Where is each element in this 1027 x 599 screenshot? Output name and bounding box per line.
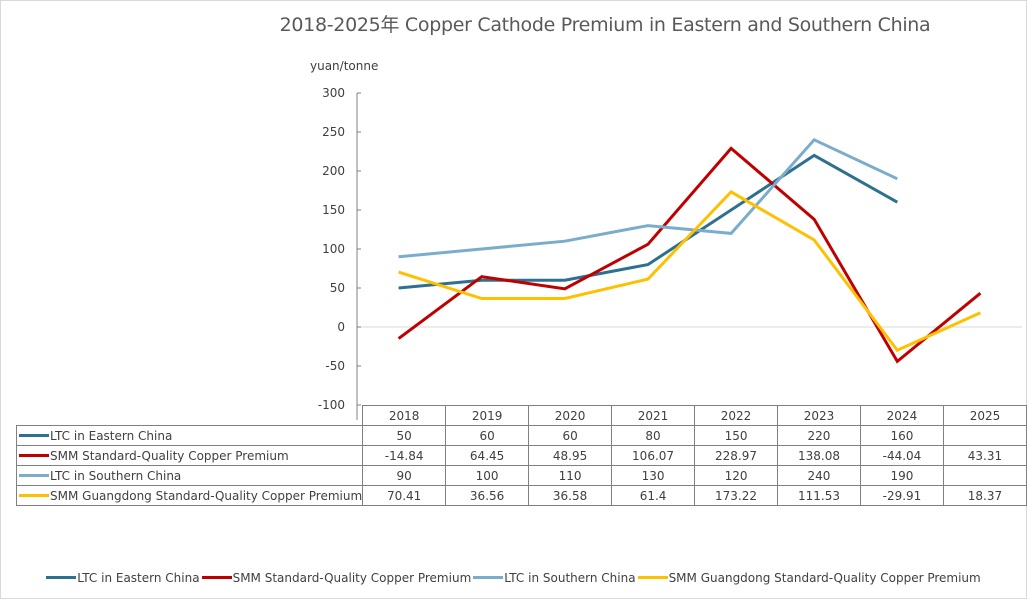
x-category-label: 2023	[777, 405, 861, 426]
y-tick-label: 300	[322, 86, 345, 100]
y-axis-unit-label: yuan/tonne	[310, 59, 379, 73]
data-table: 2018 2019 2020 2021 2022 2023 2024 2025 LTC in E…	[15, 405, 1027, 506]
table-cell-value: 60	[445, 425, 530, 446]
series-name: LTC in Southern China	[50, 468, 182, 483]
table-cell-value: 150	[694, 425, 778, 446]
table-cell-value: 138.08	[777, 445, 861, 466]
series-lines	[397, 137, 982, 364]
table-cell-value: 90	[362, 465, 447, 486]
x-category-label: 2021	[611, 405, 696, 426]
y-tick-label: 200	[322, 164, 345, 178]
legend-key-icon	[19, 433, 49, 437]
series-name: SMM Guangdong Standard-Quality Copper Pr…	[50, 488, 363, 503]
legend-key-icon	[19, 493, 49, 497]
series-line-1	[397, 146, 982, 364]
table-cell-value: 64.45	[445, 445, 530, 466]
table-cell-value: -29.91	[859, 485, 944, 506]
table-row-label: SMM Standard-Quality Copper Premium	[15, 445, 364, 466]
table-cell-value: 130	[611, 465, 696, 486]
x-category-label: 2019	[445, 405, 530, 426]
table-cell-value: -44.04	[859, 445, 944, 466]
table-cell-value: 120	[694, 465, 778, 486]
table-cell-value: 43.31	[942, 445, 1027, 466]
table-cell-value: 36.58	[528, 485, 613, 506]
table-cell-value	[942, 425, 1027, 446]
table-cell-value: 160	[859, 425, 944, 446]
legend-line-icon	[201, 575, 232, 579]
legend-item: LTC in Eastern China	[46, 571, 200, 585]
y-tick-label: -50	[325, 359, 345, 373]
table-cell-value: 173.22	[694, 485, 778, 506]
legend-item: LTC in Southern China	[473, 571, 636, 585]
series-name: LTC in Eastern China	[50, 428, 173, 443]
chart-legend: LTC in Eastern China SMM Standard-Quality…	[0, 571, 1027, 585]
series-line-2	[398, 137, 898, 259]
legend-line-icon	[46, 575, 77, 579]
table-cell-value: 240	[777, 465, 861, 486]
table-cell-value: 70.41	[362, 485, 447, 506]
x-category-label: 2022	[694, 405, 778, 426]
table-cell-value: 48.95	[528, 445, 613, 466]
x-category-label: 2024	[859, 405, 944, 426]
y-tick-label: 0	[337, 320, 345, 334]
legend-line-icon	[473, 575, 504, 579]
legend-label: SMM Standard-Quality Copper Premium	[232, 571, 472, 585]
table-row: SMM Guangdong Standard-Quality Copper Pr…	[15, 485, 1027, 506]
table-cell-value: 100	[445, 465, 530, 486]
table-row-label: SMM Guangdong Standard-Quality Copper Pr…	[15, 485, 364, 506]
table-cell-value: 110	[528, 465, 613, 486]
table-cell-value: 228.97	[694, 445, 778, 466]
legend-key-icon	[19, 453, 49, 457]
table-cell-value: 190	[859, 465, 944, 486]
table-row-label: LTC in Southern China	[15, 465, 364, 486]
table-row: LTC in Eastern China 50 60 60 80 150 220 160	[15, 425, 1027, 446]
table-cell-value: -14.84	[362, 445, 447, 466]
table-cell-value: 18.37	[942, 485, 1027, 506]
x-category-label: 2025	[942, 405, 1027, 426]
table-cell-value: 50	[362, 425, 447, 446]
table-header-row: 2018 2019 2020 2021 2022 2023 2024 2025	[16, 405, 1027, 426]
legend-item: SMM Guangdong Standard-Quality Copper Pr…	[637, 571, 981, 585]
legend-item: SMM Standard-Quality Copper Premium	[201, 571, 472, 585]
y-tick-label: 100	[322, 242, 345, 256]
y-tick-label: 150	[322, 203, 345, 217]
series-name: SMM Standard-Quality Copper Premium	[50, 448, 289, 463]
series-line-3	[398, 190, 982, 353]
table-row: LTC in Southern China 90 100 110 130 120 240 19…	[15, 465, 1027, 486]
x-category-label: 2018	[362, 405, 447, 426]
table-cell-value: 106.07	[611, 445, 696, 466]
table-row-label: LTC in Eastern China	[15, 425, 364, 446]
series-line-0	[398, 153, 899, 290]
table-corner	[16, 405, 364, 426]
chart-title: 2018-2025年 Copper Cathode Premium in Eas…	[279, 14, 931, 36]
table-cell-value: 36.56	[445, 485, 530, 506]
table-cell-value: 111.53	[777, 485, 861, 506]
table-row: SMM Standard-Quality Copper Premium -14.8…	[15, 445, 1027, 466]
legend-line-icon	[637, 575, 668, 579]
table-cell-value	[942, 465, 1027, 486]
x-category-label: 2020	[528, 405, 613, 426]
table-cell-value: 80	[611, 425, 696, 446]
y-tick-label: 50	[330, 281, 345, 295]
legend-label: LTC in Eastern China	[77, 571, 200, 585]
table-cell-value: 60	[528, 425, 613, 446]
table-cell-value: 61.4	[611, 485, 696, 506]
y-tick-label: 250	[322, 125, 345, 139]
legend-label: SMM Guangdong Standard-Quality Copper Pr…	[668, 571, 981, 585]
table-cell-value: 220	[777, 425, 861, 446]
legend-key-icon	[19, 473, 49, 477]
legend-label: LTC in Southern China	[504, 571, 636, 585]
